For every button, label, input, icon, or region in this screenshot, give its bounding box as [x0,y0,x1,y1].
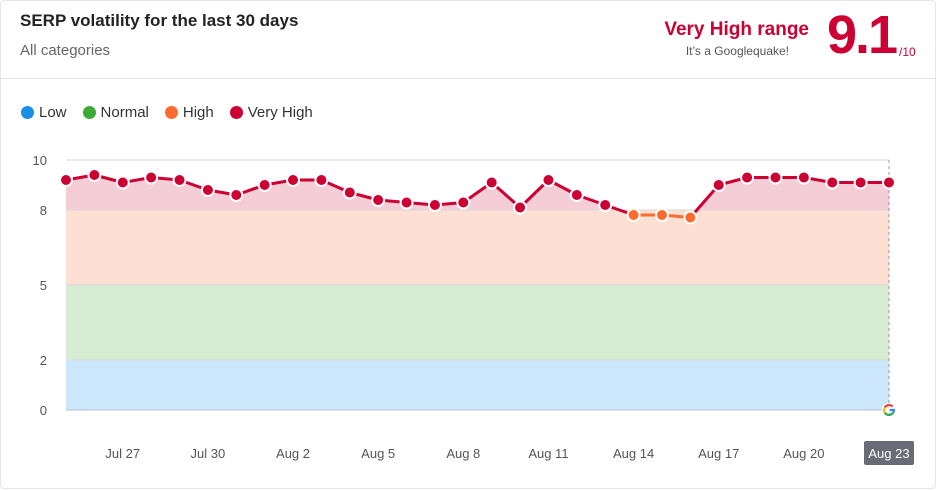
data-point [286,173,301,187]
x-tick-label: Aug 23 [868,446,909,461]
data-point [314,173,329,187]
google-icon [882,403,896,417]
category-selector[interactable]: All categories [20,42,111,59]
legend-item-low[interactable]: Low [21,104,67,121]
legend-dot-high [164,106,178,119]
data-point [569,188,584,202]
data-point [683,210,698,225]
data-point [371,193,386,207]
y-tick-label-2: 2 [40,353,47,368]
y-tick-label-5: 5 [40,278,47,293]
data-point [711,178,726,192]
data-point [257,178,272,192]
legend-dot-low [21,106,34,119]
card-header: SERP volatility for the last 30 days All… [1,1,936,79]
legend-dot-normal [82,106,96,119]
data-point [598,198,613,212]
data-point [541,173,556,187]
data-point [853,175,868,190]
y-tick-label-0: 0 [40,403,47,418]
data-point [513,200,528,215]
band-high [66,210,889,285]
x-tick-label: Aug 2 [276,446,310,461]
data-point [399,195,414,210]
data-point [200,183,215,197]
data-point [626,208,641,222]
chart-title: SERP volatility for the last 30 days [20,11,299,30]
data-point [115,175,130,190]
x-tick-label: Jul 30 [191,446,226,461]
score-max: /10 [899,45,916,59]
legend-item-high[interactable]: High [164,104,214,121]
x-tick-label: Aug 14 [613,446,654,461]
x-tick-label: Aug 11 [528,446,568,461]
data-point [654,208,669,222]
data-point [172,173,187,187]
active-date-badge [864,441,914,465]
data-point [740,170,755,185]
legend-label-very-high: Very High [247,104,313,121]
data-point [796,170,811,185]
data-point [59,173,73,187]
x-tick-label: Aug 20 [783,446,824,461]
data-point [484,175,499,190]
legend-label-normal: Normal [100,104,149,121]
chart-legend: Low Normal High Very High [21,104,313,121]
data-point [456,195,471,210]
score-value: 9.1 [827,5,898,65]
x-tick-label: Jul 27 [105,446,140,461]
range-label: Very High range [664,19,809,40]
series-segment [688,183,721,219]
data-point [768,170,783,185]
data-point [87,168,102,182]
legend-label-low: Low [39,104,67,121]
x-tick-label: Aug 8 [446,446,480,461]
data-point [342,185,357,200]
data-point [144,170,159,185]
data-point [427,198,442,212]
y-tick-label-10: 10 [33,153,47,168]
legend-item-normal[interactable]: Normal [82,104,149,121]
range-description: It’s a Googlequake! [685,44,789,58]
x-tick-label: Aug 5 [361,446,395,461]
data-point [229,188,244,202]
data-point [882,175,896,190]
band-low [66,360,889,410]
data-point [825,175,840,190]
legend-item-very-high[interactable]: Very High [229,104,313,121]
y-tick-label-8: 8 [40,203,47,218]
x-tick-label: Aug 17 [698,446,739,461]
legend-dot-very-high [229,106,243,119]
legend-label-high: High [182,104,214,121]
band-normal [66,285,889,360]
